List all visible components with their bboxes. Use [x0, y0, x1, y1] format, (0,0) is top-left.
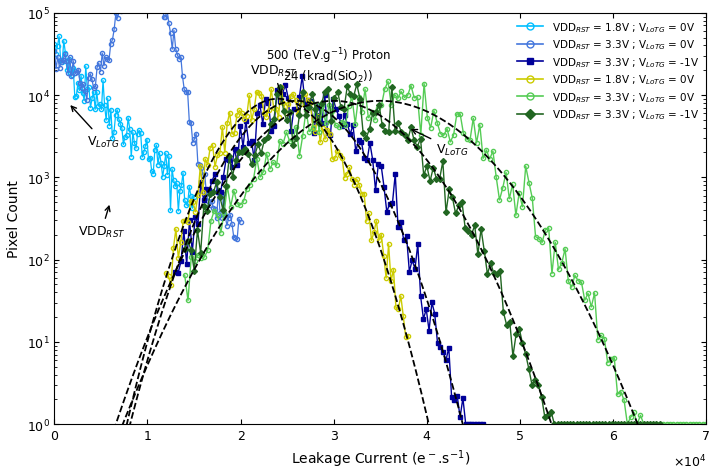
- VDD$_{RST}$ = 1.8V ; V$_{LoTG}$ = 0V: [174, 208, 183, 214]
- VDD$_{RST}$ = 1.8V ; V$_{LoTG}$ = 0V: [404, 333, 412, 339]
- VDD$_{RST}$ = 3.3V ; V$_{LoTG}$ = -1V: [298, 74, 307, 79]
- VDD$_{RST}$ = 3.3V ; V$_{LoTG}$ = -1V: [371, 110, 380, 116]
- VDD$_{RST}$ = 3.3V ; V$_{LoTG}$ = 0V: [237, 219, 245, 225]
- VDD$_{RST}$ = 3.3V ; V$_{LoTG}$ = -1V: [478, 421, 487, 427]
- VDD$_{RST}$ = 1.8V ; V$_{LoTG}$ = 0V: [168, 167, 176, 172]
- VDD$_{RST}$ = 3.3V ; V$_{LoTG}$ = -1V: [550, 421, 559, 427]
- Line: VDD$_{RST}$ = 1.8V ; V$_{LoTG}$ = 0V: VDD$_{RST}$ = 1.8V ; V$_{LoTG}$ = 0V: [164, 85, 410, 339]
- VDD$_{RST}$ = 1.8V ; V$_{LoTG}$ = 0V: [386, 278, 395, 284]
- VDD$_{RST}$ = 3.3V ; V$_{LoTG}$ = 0V: [521, 164, 530, 169]
- VDD$_{RST}$ = 3.3V ; V$_{LoTG}$ = -1V: [171, 270, 180, 276]
- VDD$_{RST}$ = 3.3V ; V$_{LoTG}$ = 0V: [233, 237, 242, 242]
- VDD$_{RST}$ = 3.3V ; V$_{LoTG}$ = -1V: [336, 105, 345, 110]
- VDD$_{RST}$ = 1.8V ; V$_{LoTG}$ = 0V: [218, 125, 227, 130]
- Line: VDD$_{RST}$ = 3.3V ; V$_{LoTG}$ = 0V: VDD$_{RST}$ = 3.3V ; V$_{LoTG}$ = 0V: [183, 80, 708, 426]
- X-axis label: Leakage Current (e$^-$.s$^{-1}$): Leakage Current (e$^-$.s$^{-1}$): [290, 447, 470, 469]
- VDD$_{RST}$ = 3.3V ; V$_{LoTG}$ = 0V: [285, 139, 294, 145]
- Line: VDD$_{RST}$ = 3.3V ; V$_{LoTG}$ = 0V: VDD$_{RST}$ = 3.3V ; V$_{LoTG}$ = 0V: [52, 0, 242, 242]
- VDD$_{RST}$ = 3.3V ; V$_{LoTG}$ = 0V: [610, 355, 619, 361]
- Text: $\times10^4$: $\times10^4$: [673, 453, 706, 469]
- VDD$_{RST}$ = 1.8V ; V$_{LoTG}$ = 0V: [190, 195, 199, 200]
- VDD$_{RST}$ = 3.3V ; V$_{LoTG}$ = -1V: [432, 177, 441, 182]
- VDD$_{RST}$ = 3.3V ; V$_{LoTG}$ = -1V: [451, 211, 460, 217]
- VDD$_{RST}$ = 1.8V ; V$_{LoTG}$ = 0V: [277, 85, 285, 90]
- VDD$_{RST}$ = 1.8V ; V$_{LoTG}$ = 0V: [50, 42, 59, 48]
- VDD$_{RST}$ = 1.8V ; V$_{LoTG}$ = 0V: [171, 184, 179, 190]
- VDD$_{RST}$ = 3.3V ; V$_{LoTG}$ = -1V: [475, 421, 484, 427]
- VDD$_{RST}$ = 3.3V ; V$_{LoTG}$ = 0V: [184, 90, 192, 96]
- VDD$_{RST}$ = 1.8V ; V$_{LoTG}$ = 0V: [308, 125, 317, 131]
- VDD$_{RST}$ = 3.3V ; V$_{LoTG}$ = 0V: [682, 421, 690, 427]
- VDD$_{RST}$ = 3.3V ; V$_{LoTG}$ = 0V: [702, 421, 711, 427]
- VDD$_{RST}$ = 3.3V ; V$_{LoTG}$ = 0V: [226, 212, 234, 218]
- VDD$_{RST}$ = 3.3V ; V$_{LoTG}$ = -1V: [512, 332, 521, 337]
- VDD$_{RST}$ = 3.3V ; V$_{LoTG}$ = -1V: [315, 104, 323, 110]
- VDD$_{RST}$ = 1.8V ; V$_{LoTG}$ = 0V: [394, 306, 403, 312]
- Line: VDD$_{RST}$ = 3.3V ; V$_{LoTG}$ = -1V: VDD$_{RST}$ = 3.3V ; V$_{LoTG}$ = -1V: [183, 83, 662, 426]
- Y-axis label: Pixel Count: Pixel Count: [7, 180, 21, 258]
- VDD$_{RST}$ = 1.8V ; V$_{LoTG}$ = 0V: [70, 94, 79, 100]
- VDD$_{RST}$ = 1.8V ; V$_{LoTG}$ = 0V: [149, 171, 158, 177]
- VDD$_{RST}$ = 1.8V ; V$_{LoTG}$ = 0V: [208, 142, 217, 148]
- VDD$_{RST}$ = 3.3V ; V$_{LoTG}$ = -1V: [464, 421, 473, 427]
- VDD$_{RST}$ = 3.3V ; V$_{LoTG}$ = -1V: [579, 421, 587, 427]
- Text: V$_{LoTG}$: V$_{LoTG}$: [412, 130, 469, 157]
- VDD$_{RST}$ = 3.3V ; V$_{LoTG}$ = 0V: [105, 58, 113, 63]
- VDD$_{RST}$ = 1.8V ; V$_{LoTG}$ = 0V: [94, 104, 103, 109]
- VDD$_{RST}$ = 1.8V ; V$_{LoTG}$ = 0V: [54, 34, 63, 40]
- Text: 500 (TeV.g$^{-1}$) Proton
24 (krad(SiO$_2$)): 500 (TeV.g$^{-1}$) Proton 24 (krad(SiO$_…: [266, 47, 391, 85]
- VDD$_{RST}$ = 3.3V ; V$_{LoTG}$ = 0V: [181, 273, 189, 278]
- VDD$_{RST}$ = 3.3V ; V$_{LoTG}$ = -1V: [391, 172, 399, 178]
- Legend: VDD$_{RST}$ = 1.8V ; V$_{LoTG}$ = 0V, VDD$_{RST}$ = 3.3V ; V$_{LoTG}$ = 0V, VDD$: VDD$_{RST}$ = 1.8V ; V$_{LoTG}$ = 0V, VD…: [513, 17, 703, 126]
- VDD$_{RST}$ = 1.8V ; V$_{LoTG}$ = 0V: [402, 334, 410, 340]
- Text: Before Irradiation: Before Irradiation: [0, 475, 1, 476]
- VDD$_{RST}$ = 3.3V ; V$_{LoTG}$ = 0V: [633, 421, 642, 427]
- Line: VDD$_{RST}$ = 1.8V ; V$_{LoTG}$ = 0V: VDD$_{RST}$ = 1.8V ; V$_{LoTG}$ = 0V: [52, 35, 196, 214]
- VDD$_{RST}$ = 3.3V ; V$_{LoTG}$ = -1V: [462, 421, 470, 427]
- VDD$_{RST}$ = 3.3V ; V$_{LoTG}$ = -1V: [353, 82, 361, 88]
- VDD$_{RST}$ = 3.3V ; V$_{LoTG}$ = 0V: [384, 79, 392, 85]
- Text: V$_{LoTG}$: V$_{LoTG}$: [71, 107, 120, 149]
- VDD$_{RST}$ = 3.3V ; V$_{LoTG}$ = 0V: [50, 49, 59, 55]
- Line: VDD$_{RST}$ = 3.3V ; V$_{LoTG}$ = -1V: VDD$_{RST}$ = 3.3V ; V$_{LoTG}$ = -1V: [174, 75, 485, 426]
- VDD$_{RST}$ = 3.3V ; V$_{LoTG}$ = -1V: [261, 97, 270, 103]
- VDD$_{RST}$ = 3.3V ; V$_{LoTG}$ = -1V: [181, 246, 189, 252]
- VDD$_{RST}$ = 1.8V ; V$_{LoTG}$ = 0V: [289, 92, 298, 98]
- VDD$_{RST}$ = 3.3V ; V$_{LoTG}$ = -1V: [655, 421, 664, 427]
- VDD$_{RST}$ = 3.3V ; V$_{LoTG}$ = -1V: [323, 131, 332, 137]
- VDD$_{RST}$ = 3.3V ; V$_{LoTG}$ = 0V: [234, 217, 243, 222]
- Text: VDD$_{RST}$: VDD$_{RST}$: [77, 207, 125, 239]
- Text: VDD$_{RST}$: VDD$_{RST}$: [250, 64, 298, 95]
- VDD$_{RST}$ = 3.3V ; V$_{LoTG}$ = 0V: [328, 109, 336, 115]
- VDD$_{RST}$ = 1.8V ; V$_{LoTG}$ = 0V: [162, 271, 171, 277]
- VDD$_{RST}$ = 1.8V ; V$_{LoTG}$ = 0V: [186, 194, 195, 199]
- VDD$_{RST}$ = 3.3V ; V$_{LoTG}$ = 0V: [473, 141, 481, 147]
